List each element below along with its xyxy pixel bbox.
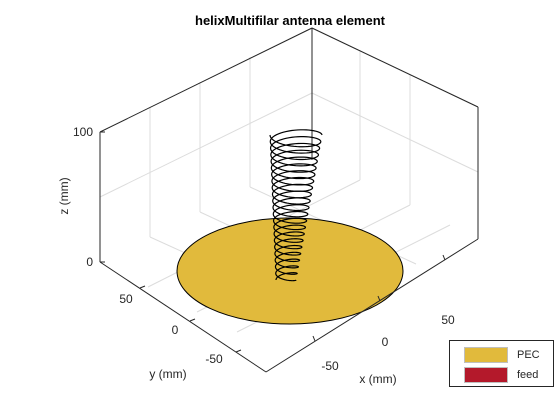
helix-filament-2: [269, 134, 322, 281]
tick-marks: [100, 131, 446, 353]
helix-filament-1: [269, 129, 323, 282]
box-back-edges: [99, 27, 479, 262]
z-tick-label: 0: [86, 255, 93, 269]
helix-wires: [269, 129, 323, 282]
x-tick-label: 0: [382, 335, 389, 349]
legend-item-feed: feed: [464, 367, 538, 383]
z-tick-label: 100: [73, 125, 93, 139]
feed-swatch: [464, 367, 508, 383]
pec-swatch: [464, 347, 508, 363]
legend: PEC feed: [449, 340, 554, 387]
x-tick-label: -50: [321, 359, 339, 373]
legend-label-feed: feed: [517, 369, 539, 381]
x-tick-label: 50: [441, 313, 455, 327]
y-tick-label: 50: [119, 292, 133, 306]
ground-plane: [176, 217, 404, 325]
box-front-edges: [99, 238, 479, 373]
legend-label-pec: PEC: [517, 349, 540, 361]
plot-title: helixMultifilar antenna element: [195, 13, 386, 28]
z-axis-label: z (mm): [57, 177, 71, 214]
x-axis-label: x (mm): [359, 372, 396, 386]
y-tick-label: 0: [172, 323, 179, 337]
y-axis-label: y (mm): [149, 367, 186, 381]
legend-item-pec: PEC: [464, 347, 540, 363]
y-tick-label: -50: [205, 352, 223, 366]
